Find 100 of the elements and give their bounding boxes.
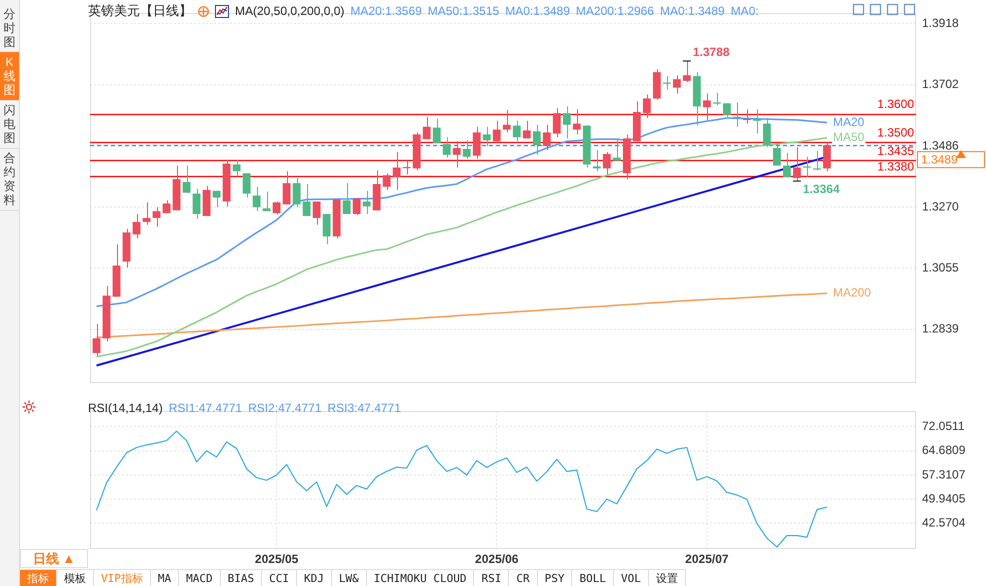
text: BIAS	[220, 570, 262, 586]
candlestick	[282, 170, 291, 205]
candlestick	[823, 142, 831, 172]
annotation: MA0:	[730, 4, 759, 18]
y-tick-label: 72.0511	[922, 419, 965, 434]
text: MA	[150, 570, 180, 586]
candlestick	[542, 124, 551, 150]
text: ICHIMOKU CLOUD	[366, 570, 474, 586]
annotation: 1.3364	[802, 182, 840, 196]
text: 合约资料	[0, 148, 19, 211]
candlestick	[532, 124, 541, 156]
text: LW&	[332, 570, 367, 586]
text: VOL	[614, 570, 649, 586]
annotation: RSI(14,14,14)	[88, 401, 163, 415]
x-tick-label: 2025/07	[685, 552, 729, 566]
candlestick	[502, 110, 511, 133]
candlestick	[322, 214, 331, 245]
candlestick	[342, 182, 351, 214]
x-tick-label: 2025/06	[475, 552, 519, 566]
y-tick-label: 1.3055	[922, 260, 960, 274]
candlestick	[763, 117, 771, 148]
x-tick-label: 2025/05	[254, 552, 299, 566]
y-tick-label: 57.3107	[922, 467, 966, 482]
candlestick	[662, 76, 671, 90]
candlestick	[422, 116, 431, 140]
candlestick	[702, 93, 711, 120]
ref-line-label: 1.3600	[877, 97, 914, 112]
candlestick	[302, 183, 311, 216]
candlestick	[793, 146, 801, 182]
text: CCI	[262, 570, 297, 586]
text: 设置	[648, 570, 686, 586]
text: 闪电图	[0, 100, 19, 149]
candlestick	[362, 190, 371, 214]
candlestick	[262, 191, 271, 212]
candlestick	[312, 201, 321, 226]
candlestick	[192, 188, 200, 220]
candlestick	[152, 206, 160, 228]
annotation: MA0:1.3489	[660, 4, 725, 18]
candlestick	[352, 198, 361, 216]
candlestick	[722, 102, 731, 118]
text: CR	[509, 570, 538, 586]
candlestick	[142, 202, 150, 226]
candlestick	[472, 126, 481, 160]
candlestick	[382, 172, 391, 190]
y-tick-label: 42.5704	[922, 516, 966, 530]
candlestick	[442, 136, 451, 158]
candlestick	[452, 140, 461, 168]
candlestick	[392, 151, 401, 190]
y-tick-label: 1.3270	[922, 200, 960, 214]
text: PSY	[538, 570, 572, 586]
candlestick	[492, 120, 501, 144]
text: RSI	[474, 570, 510, 586]
candlestick	[562, 106, 571, 139]
annotation: MA20:1.3569	[350, 4, 422, 18]
candlestick	[552, 108, 561, 138]
candlestick	[132, 214, 140, 239]
candlestick	[672, 74, 681, 94]
y-tick-label: 64.6809	[922, 443, 966, 458]
series-label: MA200	[832, 286, 872, 300]
candlestick	[642, 94, 651, 118]
annotation: MA50:1.3515	[428, 4, 500, 18]
annotation: RSI2:47.4771	[248, 401, 322, 415]
y-tick-label: 1.2839	[922, 322, 960, 336]
annotation: RSI3:47.4771	[328, 401, 401, 415]
candlestick	[432, 118, 441, 144]
candlestick	[482, 126, 491, 147]
text: 分时图	[0, 4, 19, 53]
candlestick	[682, 60, 691, 83]
y-tick-label: 1.3702	[922, 77, 960, 92]
text: 日线 ▲	[20, 549, 88, 568]
text: 指标	[20, 570, 57, 586]
candlestick	[162, 200, 170, 214]
candlestick	[522, 120, 531, 139]
candlestick	[612, 140, 621, 162]
candlestick	[592, 149, 601, 172]
ref-line-label: 1.3500	[877, 125, 914, 140]
candlestick	[92, 323, 100, 356]
candlestick	[272, 201, 281, 215]
chart-title: 英镑美元【日线】	[88, 2, 192, 20]
y-tick-label: 1.3918	[922, 16, 960, 30]
candlestick	[232, 159, 240, 177]
y-tick-label: 1.3486	[922, 138, 960, 152]
candlestick	[783, 152, 791, 178]
y-tick-label: 49.9405	[922, 491, 966, 506]
series-label: MA20	[832, 114, 865, 129]
candlestick	[753, 108, 761, 134]
candlestick	[292, 178, 301, 208]
candlestick	[212, 190, 220, 208]
candlestick	[242, 172, 250, 198]
text: KDJ	[297, 570, 332, 586]
ref-line-label: 1.3380	[877, 159, 914, 174]
candlestick	[182, 165, 190, 194]
candlestick	[572, 108, 581, 135]
annotation: MA200:1.2966	[576, 4, 654, 18]
text: MACD	[179, 570, 221, 586]
candlestick	[462, 140, 471, 160]
ref-line-label: 1.3489	[921, 152, 958, 166]
candlestick	[602, 151, 611, 175]
text: BOLL	[572, 570, 614, 586]
annotation: MA(20,50,0,200,0,0)	[235, 4, 344, 18]
